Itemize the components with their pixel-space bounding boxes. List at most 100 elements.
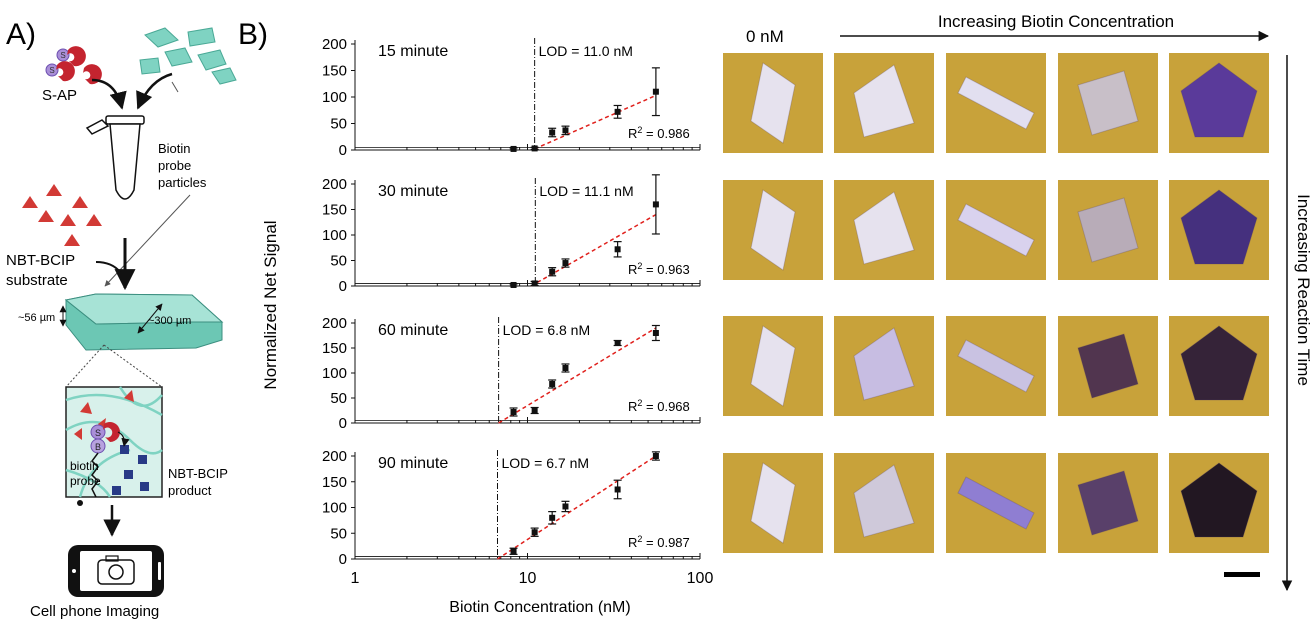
y-tick-label: 100 xyxy=(322,89,347,106)
particle-shape xyxy=(750,462,796,544)
particle-shape xyxy=(1077,470,1139,536)
data-point xyxy=(562,365,569,371)
width-arrow xyxy=(137,303,163,334)
fit-line xyxy=(534,94,657,150)
photo-tile xyxy=(1169,453,1269,553)
tube-icon xyxy=(85,115,145,200)
particle-shape xyxy=(853,64,915,138)
y-axis-label: Normalized Net Signal xyxy=(261,220,280,389)
photo-tile xyxy=(1169,316,1269,416)
data-point xyxy=(510,548,517,555)
y-tick-label: 50 xyxy=(330,390,347,407)
substrate-label: NBT-BCIP substrate xyxy=(6,252,79,289)
chart-panel: 0 50 100 150 200 30 minute LOD = 11.1 nM R2 = 0… xyxy=(322,174,701,295)
photo-tile xyxy=(946,316,1046,416)
s-ap-label: S-AP xyxy=(42,87,77,104)
y-tick-label: 100 xyxy=(322,500,347,517)
imaging-label: Cell phone Imaging xyxy=(30,603,159,620)
s-glyph: S xyxy=(49,66,54,75)
particle-shape xyxy=(853,191,915,265)
data-point xyxy=(549,381,556,387)
particle-shape xyxy=(957,476,1035,530)
data-point xyxy=(562,503,569,510)
panel-a-label: A) xyxy=(6,18,36,51)
y-tick-label: 50 xyxy=(330,116,347,133)
chart-panel: 0 50 100 150 200 15 minute LOD = 11.0 nM R2 = 0… xyxy=(322,36,701,159)
photo-tile xyxy=(1169,53,1269,153)
y-tick-label: 50 xyxy=(330,253,347,270)
photo-tile xyxy=(723,316,823,416)
reaction-time-header: Increasing Reaction Time xyxy=(1294,194,1313,386)
s-glyph: S xyxy=(60,51,65,60)
photo-tile xyxy=(1058,316,1158,416)
y-tick-label: 150 xyxy=(322,63,347,80)
panel-b-label: B) xyxy=(238,18,268,51)
data-point xyxy=(652,453,659,459)
photo-tile xyxy=(723,180,823,280)
data-point xyxy=(652,330,659,336)
tiles-container xyxy=(723,53,1269,553)
particle-shape xyxy=(1180,62,1258,138)
photo-tile xyxy=(723,53,823,153)
lod-annotation: LOD = 6.7 nM xyxy=(501,455,589,471)
data-point xyxy=(614,486,621,493)
particle-shape xyxy=(750,189,796,271)
data-point xyxy=(652,88,659,95)
fit-line xyxy=(497,455,657,560)
photo-tile xyxy=(946,180,1046,280)
y-tick-label: 200 xyxy=(322,176,347,193)
y-tick-label: 200 xyxy=(322,315,347,332)
fit-line xyxy=(498,327,657,424)
photo-tile xyxy=(834,453,934,553)
photo-tile xyxy=(723,453,823,553)
chart-title: 60 minute xyxy=(378,322,448,339)
particle-shape xyxy=(1180,462,1258,538)
scale-bar xyxy=(1224,572,1260,577)
x-axis-label: Biotin Concentration (nM) xyxy=(449,599,630,616)
particle-shape xyxy=(1077,197,1139,263)
arrow-substrate-to-flow xyxy=(95,261,121,273)
particle-shape xyxy=(1077,70,1139,136)
thickness-label: ~56 µm xyxy=(18,312,55,324)
photo-tile xyxy=(1169,180,1269,280)
arrow-sap-to-tube xyxy=(91,78,127,110)
particle-shape xyxy=(957,203,1035,257)
r2-label: R2 = 0.986 xyxy=(628,125,690,141)
data-point xyxy=(614,108,621,115)
arrow-particles-to-tube xyxy=(136,72,173,110)
hydrogel-particle-icon xyxy=(64,293,224,351)
r2-label: R2 = 0.968 xyxy=(628,398,690,414)
data-point xyxy=(562,260,569,267)
annotation-arrow-particles xyxy=(171,81,179,93)
x-tick-label: 100 xyxy=(687,570,714,587)
data-point xyxy=(549,268,556,275)
b-glyph: B xyxy=(95,442,101,452)
particle-shape xyxy=(957,339,1035,393)
photo-tile xyxy=(1058,53,1158,153)
y-tick-label: 0 xyxy=(339,551,347,568)
panel-b: B) Normalized Net Signal Biotin Concentr… xyxy=(238,18,713,616)
chart-panel: 0 50 100 150 200 60 minute LOD = 6.8 nM R2 = 0.… xyxy=(322,315,701,432)
y-tick-label: 200 xyxy=(322,36,347,53)
lod-annotation: LOD = 11.1 nM xyxy=(539,183,633,199)
y-tick-label: 150 xyxy=(322,474,347,491)
data-point xyxy=(531,280,538,287)
chart-panel: 0 50 100 150 200 90 minute LOD = 6.7 nM R2 = 0.… xyxy=(322,448,701,568)
chart-title: 30 minute xyxy=(378,183,448,200)
particle-shape xyxy=(853,327,915,401)
photo-tile xyxy=(946,453,1046,553)
data-point xyxy=(510,409,517,415)
zoom-line-right xyxy=(103,344,163,388)
x-tick-label: 10 xyxy=(519,570,537,587)
annotation-arrow-to-prism xyxy=(104,194,191,287)
biotin-probe-label: biotin probe xyxy=(70,459,102,488)
data-point xyxy=(531,145,538,152)
y-tick-label: 50 xyxy=(330,525,347,542)
x-tick-label: 1 xyxy=(351,570,360,587)
y-tick-label: 100 xyxy=(322,365,347,382)
data-point xyxy=(549,129,556,136)
y-tick-label: 200 xyxy=(322,448,347,465)
y-tick-label: 0 xyxy=(339,278,347,295)
phone-camera-icon xyxy=(68,545,164,597)
